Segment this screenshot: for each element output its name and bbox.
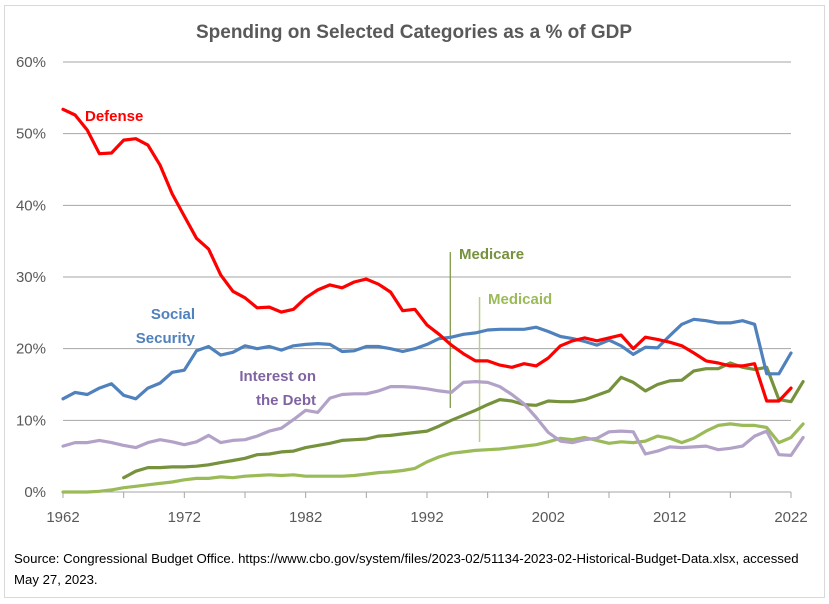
x-tick-label: 1972 (168, 509, 201, 526)
y-tick-label: 40% (16, 197, 46, 214)
label-social-security: Security (136, 330, 196, 347)
series-line-defense (61, 107, 793, 403)
y-tick-label: 50% (16, 126, 46, 143)
series-lines (61, 107, 805, 494)
series-labels: Defense Social Security Interest on the Debt… (85, 108, 552, 409)
y-tick-label: 60% (16, 54, 46, 71)
x-axis (62, 491, 792, 498)
x-tick-label: 1992 (410, 509, 443, 526)
series-line-medicaid (61, 422, 805, 494)
y-tick-label: 20% (16, 341, 46, 358)
annotation-markers (449, 252, 481, 442)
x-tick-label: 2002 (532, 509, 565, 526)
y-tick-label: 30% (16, 269, 46, 286)
chart-title: Spending on Selected Categories as a % o… (196, 22, 632, 43)
x-axis-tick-labels: 1962 1972 1982 1992 2002 2012 2022 (46, 509, 807, 526)
x-tick-label: 1982 (289, 509, 322, 526)
y-tick-label: 10% (16, 412, 46, 429)
source-note: Source: Congressional Budget Office. htt… (14, 551, 799, 587)
series-line-medicare (122, 361, 805, 480)
y-tick-label: 0% (24, 484, 46, 501)
x-tick-label: 2012 (653, 509, 686, 526)
label-medicare: Medicare (459, 246, 524, 263)
label-medicaid: Medicaid (488, 291, 552, 308)
series-line-interest-on-the-debt (61, 380, 805, 457)
label-interest-on-debt: Interest on (239, 368, 316, 385)
label-defense: Defense (85, 108, 143, 125)
gridlines (63, 61, 791, 421)
x-tick-label: 1962 (46, 509, 79, 526)
y-axis-tick-labels: 0% 10% 20% 30% 40% 50% 60% (16, 54, 46, 501)
label-social-security: Social (151, 306, 195, 323)
x-tick-label: 2022 (774, 509, 807, 526)
series-line-social-security (61, 317, 793, 401)
chart-frame (4, 5, 825, 598)
label-interest-on-debt: the Debt (256, 392, 316, 409)
